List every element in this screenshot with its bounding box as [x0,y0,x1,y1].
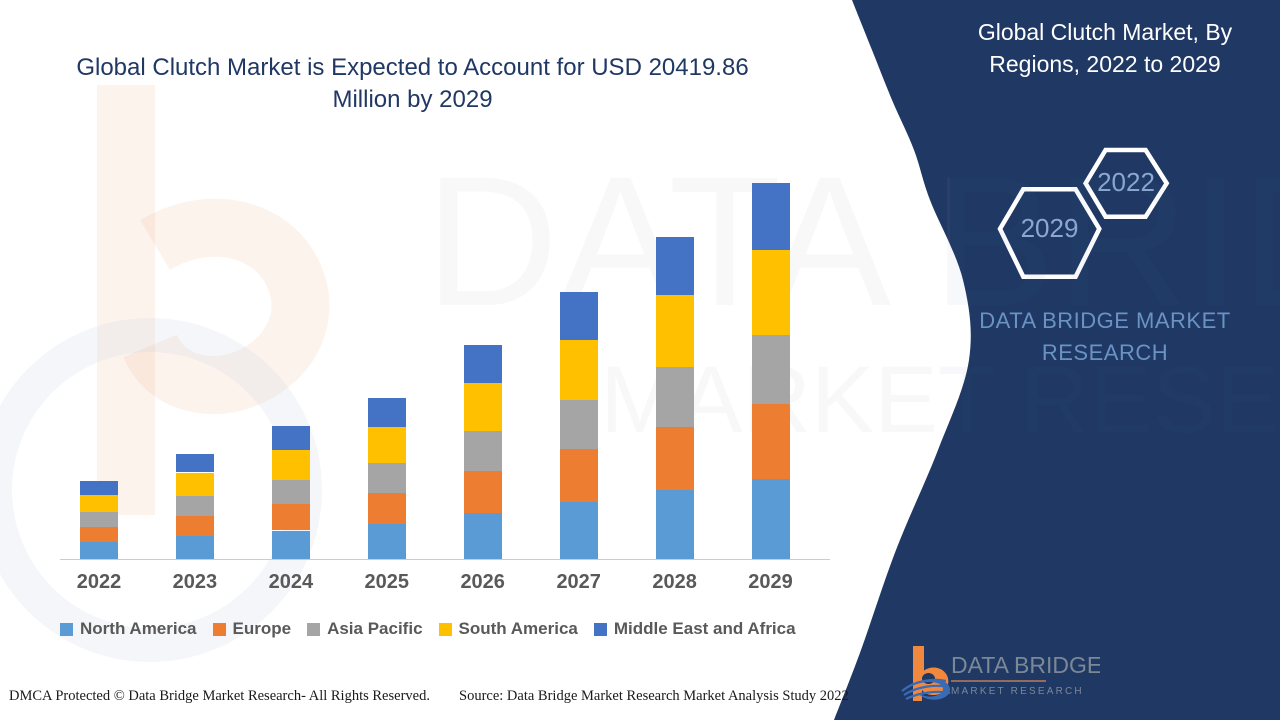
svg-text:2029: 2029 [1021,213,1079,243]
svg-text:DATA BRIDGE: DATA BRIDGE [951,652,1100,678]
svg-text:2022: 2022 [1097,167,1155,197]
svg-text:MARKET RESEARCH: MARKET RESEARCH [951,686,1084,697]
